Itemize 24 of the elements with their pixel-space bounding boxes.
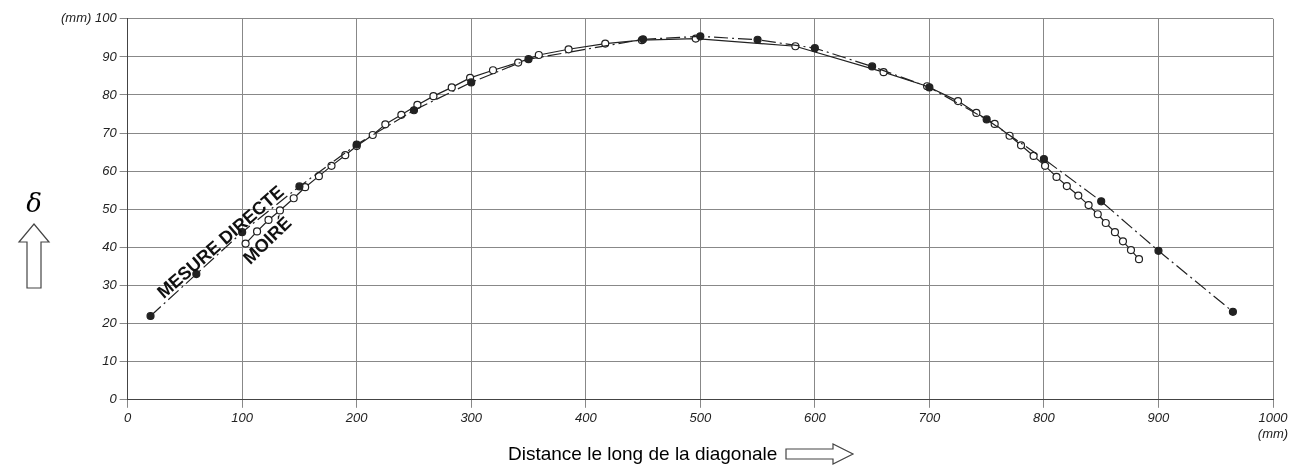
y-tick-label: 50	[102, 200, 118, 216]
x-tick-label: 100	[231, 410, 254, 426]
y-tick-label: 40	[102, 239, 118, 255]
y-tick-label: 80	[102, 86, 118, 102]
x-tick-label: 300	[460, 410, 483, 426]
x-axis-title: Distance le long de la diagonale	[508, 443, 778, 465]
y-tick-label: 10	[102, 353, 118, 369]
y-tick-label: (mm) 100	[60, 10, 118, 26]
x-tick-label: 1000 (mm)	[1257, 410, 1289, 441]
y-axis-title: δ	[25, 188, 43, 218]
y-tick-label: 90	[102, 48, 118, 64]
y-tick-label: 60	[102, 162, 118, 178]
x-tick-label: 600	[804, 410, 827, 426]
y-tick-label: 20	[101, 315, 118, 331]
x-tick-label: 400	[574, 410, 598, 426]
y-tick-label: 30	[102, 277, 118, 293]
x-tick-label: 700	[918, 410, 941, 426]
x-tick-label: 0	[124, 410, 132, 426]
x-tick-label: 900	[1147, 410, 1171, 426]
x-tick-label: 800	[1033, 410, 1056, 426]
x-tick-label: 500	[689, 410, 712, 426]
x-tick-label: 200	[344, 410, 369, 426]
y-tick-label: 70	[102, 124, 118, 140]
y-tick-label: 0	[109, 391, 118, 407]
